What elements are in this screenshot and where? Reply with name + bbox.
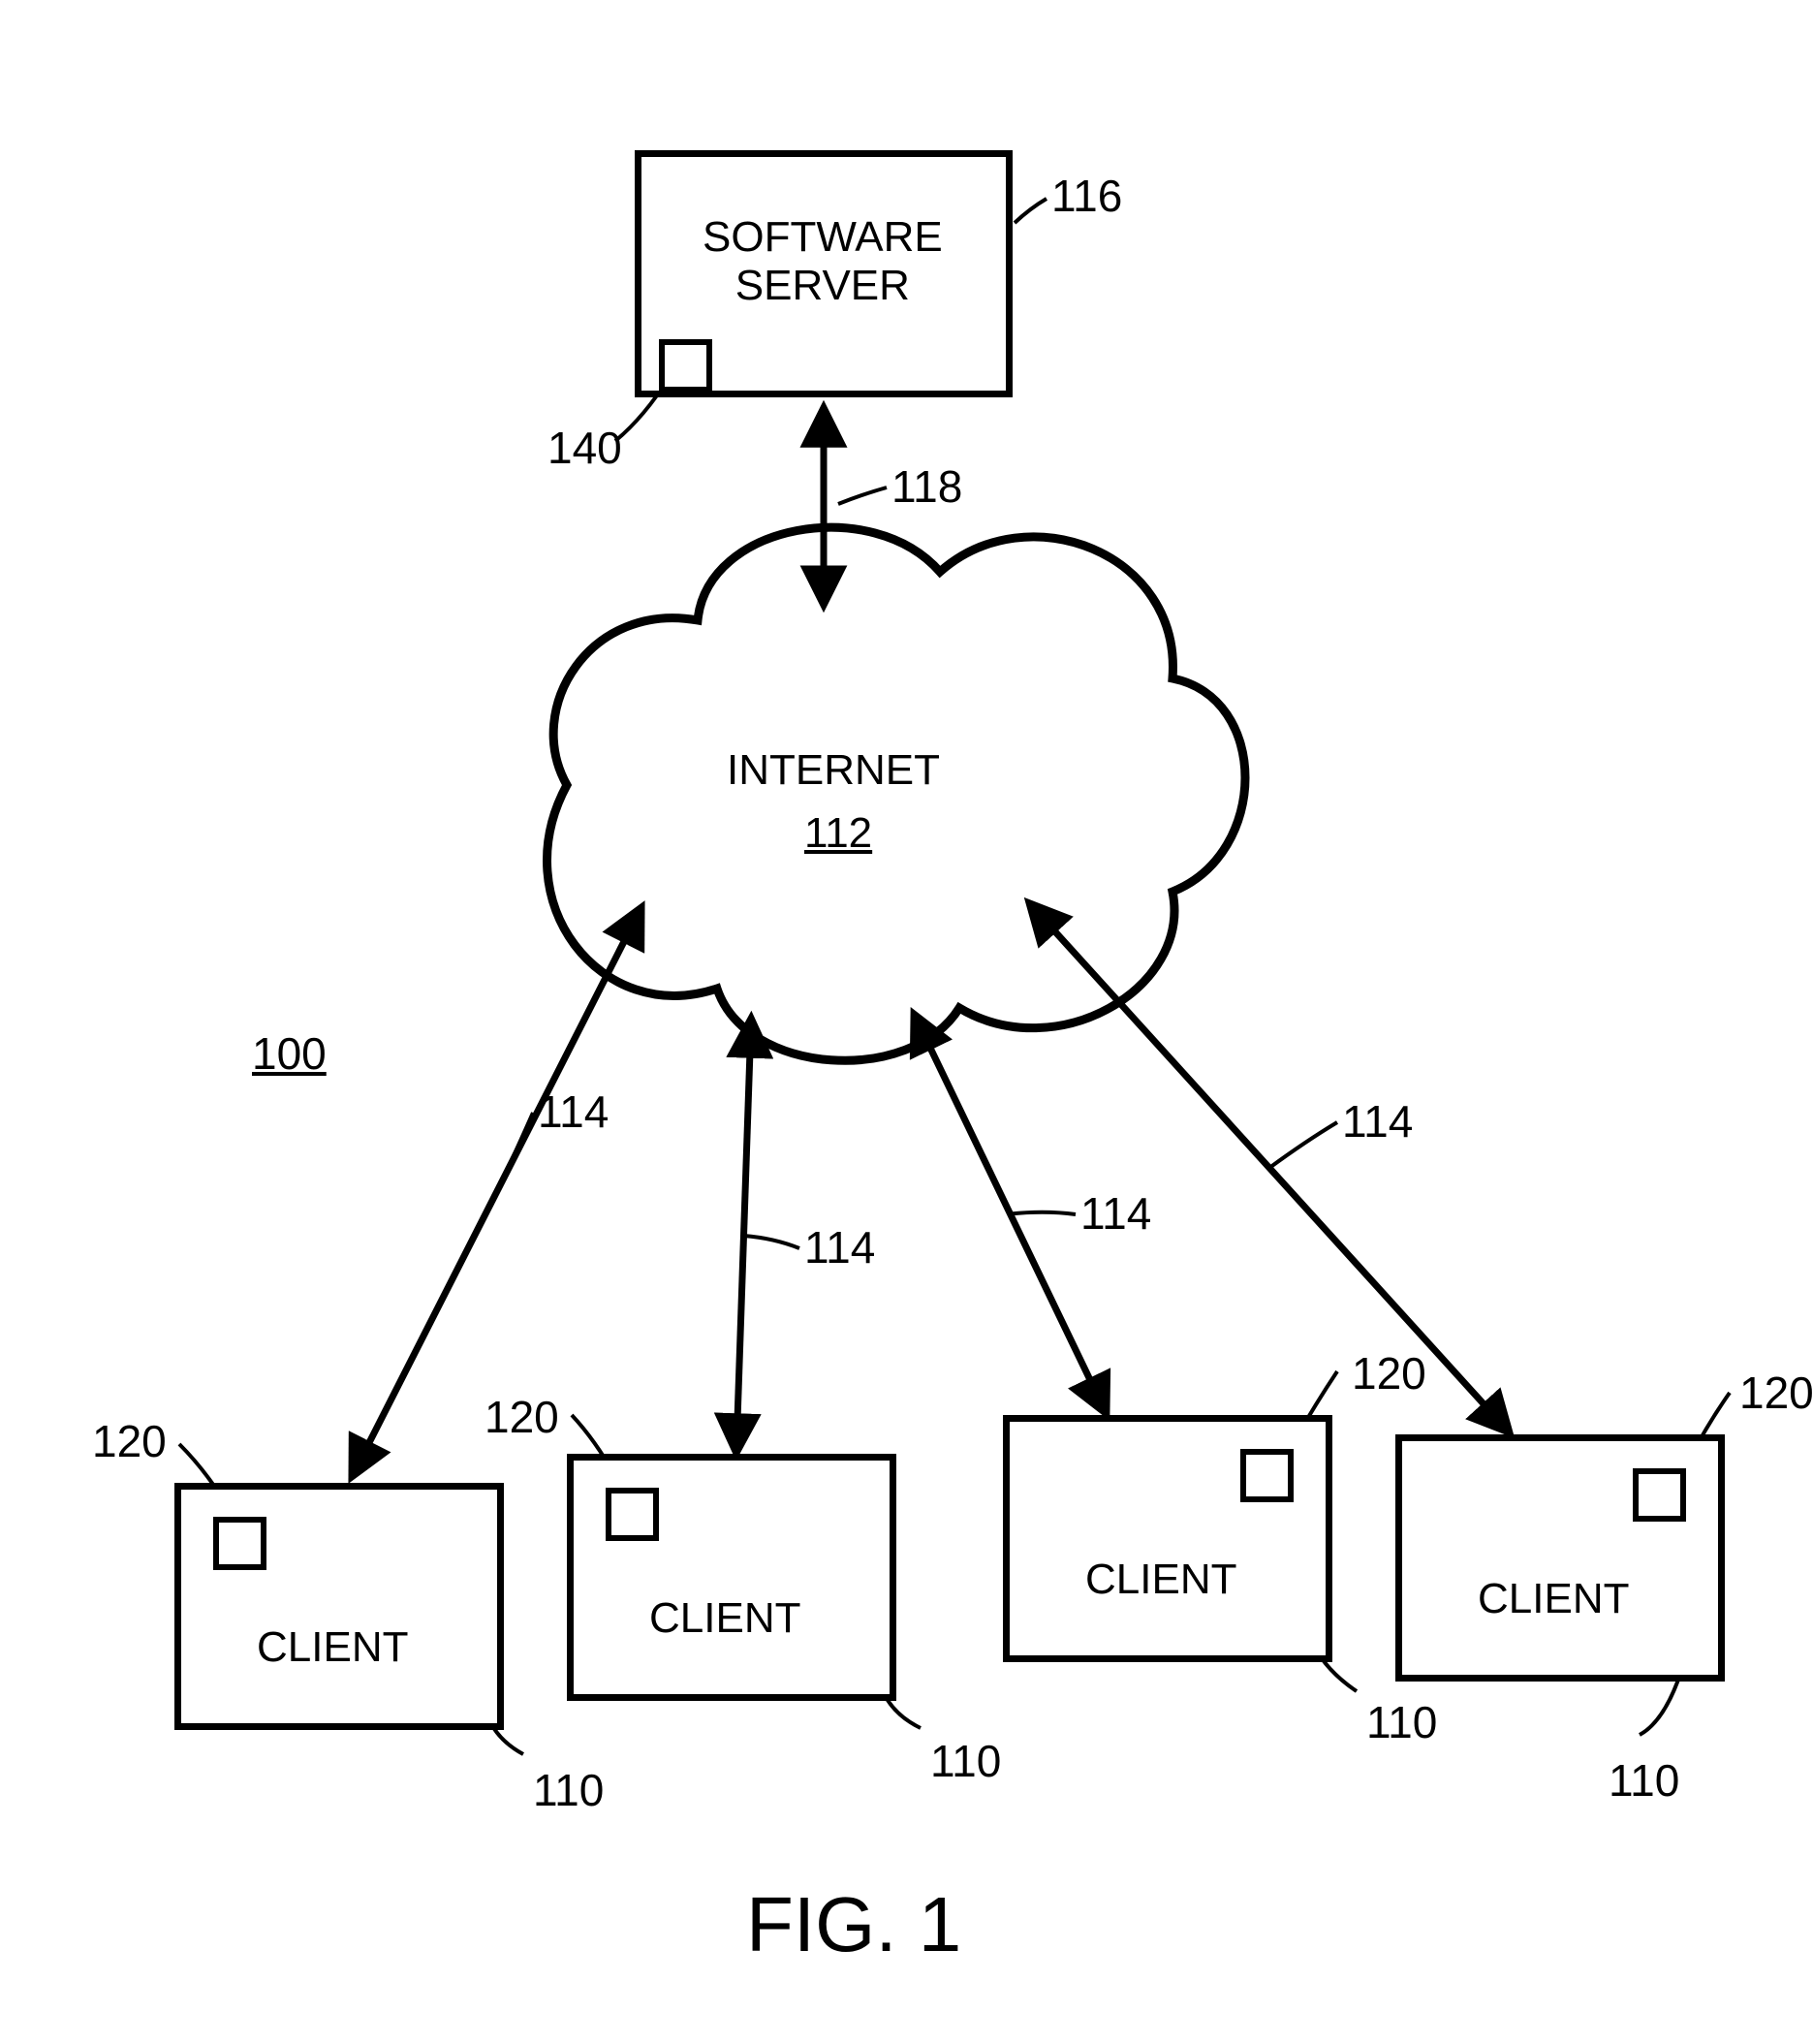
client-inner-ref-1: 120 xyxy=(485,1391,559,1443)
server-link-ref: 118 xyxy=(891,460,962,513)
client-link-ref-1: 114 xyxy=(804,1221,875,1274)
client-link-ref-2: 114 xyxy=(1080,1187,1151,1240)
client-label-3: CLIENT xyxy=(1478,1575,1629,1623)
client-link-ref-3: 114 xyxy=(1342,1095,1413,1148)
client-ref-3: 110 xyxy=(1609,1754,1679,1807)
diagram-stage: INTERNET 112 SOFTWARE SERVER 116 140 118 114 CL… xyxy=(0,0,1813,2044)
client-inner-box-0 xyxy=(213,1517,266,1570)
client-inner-ref-2: 120 xyxy=(1352,1347,1426,1399)
figure-title: FIG. 1 xyxy=(746,1880,961,1969)
client-link-leader-0 xyxy=(497,1113,534,1192)
server-inner-ref: 140 xyxy=(547,422,622,474)
client-ref-2: 110 xyxy=(1366,1696,1437,1748)
client-ref-0: 110 xyxy=(533,1764,604,1816)
client-inner-ref-3: 120 xyxy=(1739,1367,1813,1419)
client-link-leader-2 xyxy=(1011,1212,1077,1214)
client-inner-box-1 xyxy=(606,1488,659,1541)
server-ref: 116 xyxy=(1051,170,1122,222)
client-label-2: CLIENT xyxy=(1085,1556,1236,1604)
server-label: SOFTWARE SERVER xyxy=(703,213,943,310)
server-inner-box xyxy=(659,339,712,393)
client-label-1: CLIENT xyxy=(649,1594,800,1643)
client-ref-1: 110 xyxy=(930,1735,1001,1787)
client-label-0: CLIENT xyxy=(257,1623,408,1672)
client-inner-box-2 xyxy=(1240,1449,1294,1502)
client-inner-ref-0: 120 xyxy=(92,1415,167,1467)
system-ref: 100 xyxy=(252,1027,327,1080)
client-link-leader-3 xyxy=(1269,1122,1337,1168)
server-link-leader xyxy=(838,487,887,504)
server-ref-leader xyxy=(1015,199,1047,223)
client-link-leader-1 xyxy=(744,1236,800,1248)
cloud-ref: 112 xyxy=(804,809,872,858)
client-link-ref-0: 114 xyxy=(538,1085,609,1138)
cloud-label: INTERNET xyxy=(727,746,940,795)
client-inner-box-3 xyxy=(1633,1468,1686,1522)
